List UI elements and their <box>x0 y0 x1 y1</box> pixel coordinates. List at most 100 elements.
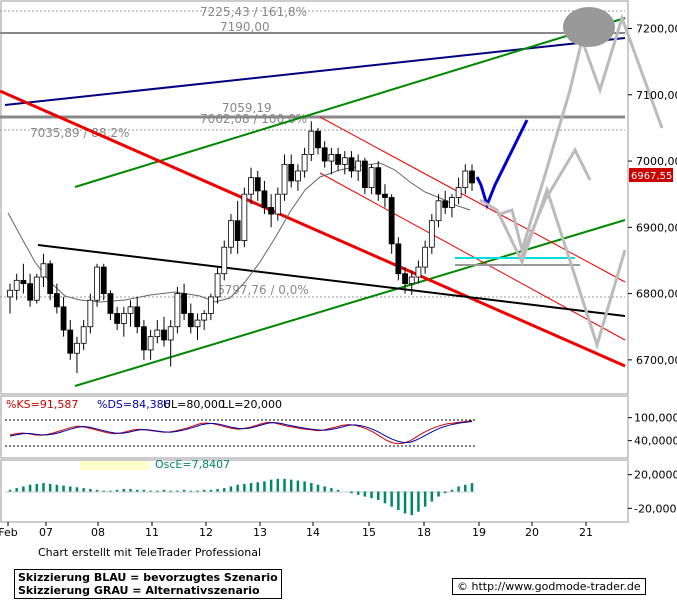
candle <box>100 263 107 301</box>
candle-body <box>207 296 214 314</box>
candle <box>27 273 33 307</box>
candle <box>335 147 341 171</box>
candle-body <box>187 313 194 328</box>
candle <box>87 293 94 334</box>
candle <box>194 313 201 340</box>
grey-scenario-path-2 <box>496 13 664 256</box>
candle <box>408 270 415 295</box>
candle-body <box>120 313 127 324</box>
candle-body <box>228 220 234 248</box>
candle-body <box>234 220 241 241</box>
fib-label-7059: 7059,19 <box>222 101 272 115</box>
candle-body <box>328 154 335 162</box>
candle <box>241 187 248 248</box>
candle-body <box>13 279 20 291</box>
stoch-tick-label: 40,0000 <box>634 435 677 448</box>
stochastic-header: %KS=91,587 %DS=84,386 UL=80,000 LL=20,00… <box>6 398 282 411</box>
green-upper-channel <box>74 17 626 188</box>
candle <box>7 283 13 314</box>
candle <box>315 127 321 155</box>
candle-body <box>53 293 60 308</box>
candle-body <box>114 313 121 324</box>
candle <box>167 320 174 367</box>
x-tick-label: 21 <box>579 526 593 539</box>
candlestick-series <box>7 121 475 374</box>
candle-body <box>368 167 375 188</box>
candle <box>321 141 328 168</box>
candle-body <box>7 289 13 298</box>
candle <box>201 310 208 331</box>
candle <box>161 316 167 347</box>
fib-label-0: 6797,76 / 0,0% <box>217 283 309 297</box>
candle <box>388 194 395 254</box>
candle <box>80 320 87 350</box>
candle-body <box>321 147 328 162</box>
candle <box>120 306 127 337</box>
candle <box>74 336 80 374</box>
candle-body <box>194 319 201 328</box>
candle <box>375 161 382 201</box>
last-price-label: 6967,55 <box>631 171 672 182</box>
candle <box>368 164 375 195</box>
candle <box>295 164 301 191</box>
black-resistance-line <box>37 244 626 317</box>
candle <box>248 167 254 205</box>
candle <box>94 263 100 307</box>
candle <box>47 260 54 301</box>
x-tick-label: 20 <box>525 526 539 539</box>
candle-body <box>254 177 261 192</box>
fib-label-7190: 7190,00 <box>220 20 270 34</box>
candle <box>33 273 40 304</box>
chart-credit: Chart erstellt mit TeleTrader Profession… <box>38 546 261 559</box>
x-tick-label: 18 <box>417 526 431 539</box>
x-tick-label: 07 <box>39 526 53 539</box>
source-link[interactable]: © http://www.godmode-trader.de <box>452 578 646 595</box>
red-downtrend <box>0 89 626 368</box>
candle <box>141 320 147 360</box>
candle-body <box>361 160 368 188</box>
price-panel-frame <box>0 0 629 395</box>
stoch-ds-label: %DS=84,386 <box>97 398 171 411</box>
fib-label-88: 7035,89 / 88,2% <box>30 126 129 140</box>
candle <box>341 151 348 175</box>
candle <box>402 267 408 294</box>
candle-body <box>181 293 187 314</box>
candle-body <box>435 200 442 222</box>
stoch-tick-label: 100,0000 <box>634 412 677 425</box>
stochastic-panel-frame <box>0 395 629 459</box>
candle-body <box>214 273 221 298</box>
candle-body <box>20 279 27 285</box>
x-tick-label: 19 <box>472 526 486 539</box>
candle <box>13 273 20 301</box>
candle-body <box>348 157 355 172</box>
osc-highlight <box>80 461 150 470</box>
candle-body <box>442 200 449 208</box>
candle <box>422 240 429 274</box>
candle <box>449 194 455 218</box>
candle <box>228 214 234 254</box>
candle-body <box>147 336 154 351</box>
stoch-y-axis: 40,0000 100,0000 <box>628 412 677 448</box>
candle-body <box>167 326 174 341</box>
candle-body <box>415 266 422 278</box>
x-axis: Feb 07 08 11 12 13 14 15 18 19 20 21 <box>0 522 593 539</box>
x-tick-label: 14 <box>306 526 320 539</box>
candle-body <box>288 163 295 182</box>
candle <box>268 194 275 228</box>
candle-body <box>274 193 281 215</box>
candle <box>67 320 74 360</box>
scenario-legend: Skizzierung BLAU = bevorzugtes Szenario … <box>14 569 282 599</box>
candle-body <box>388 197 395 245</box>
candle-body <box>67 329 74 354</box>
legend-grey: Skizzierung GRAU = Alternativszenario <box>18 584 260 597</box>
candle-body <box>341 157 348 165</box>
candle-body <box>127 306 134 314</box>
candle-body <box>308 130 315 155</box>
candle <box>187 303 194 334</box>
candle-body <box>382 193 388 198</box>
candle-body <box>301 154 308 172</box>
candle <box>20 263 27 294</box>
candle <box>288 154 295 188</box>
candle <box>134 296 141 334</box>
